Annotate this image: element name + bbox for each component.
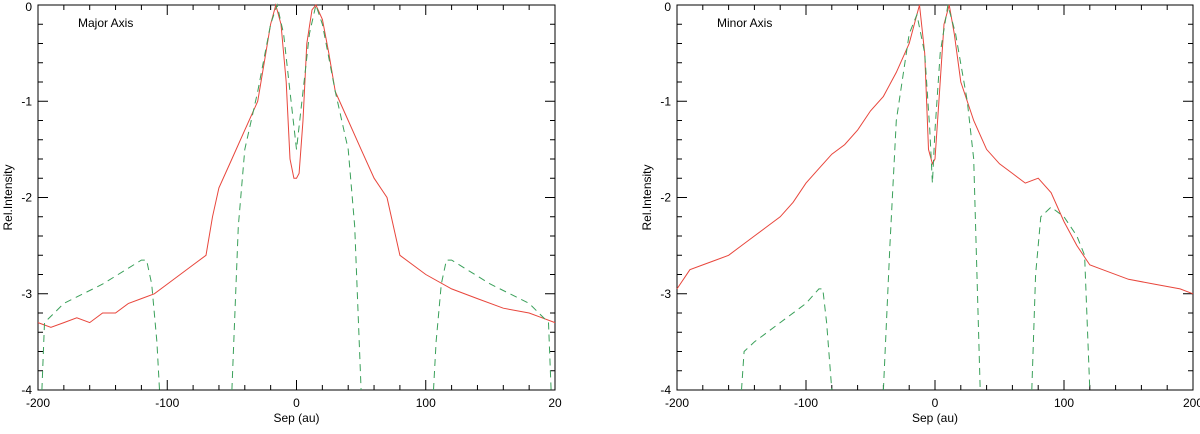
y-tick-label: -3: [21, 287, 32, 301]
plot-frame: [37, 4, 556, 391]
data-line: [741, 4, 1091, 391]
y-tick-label: 0: [25, 0, 32, 14]
plot-frame: [676, 4, 1194, 391]
x-tick-label: 200: [1183, 396, 1200, 410]
x-tick-label: -100: [155, 396, 179, 410]
y-axis-label: Rel.Intensity: [640, 164, 654, 230]
data-line: [37, 3, 556, 328]
y-axis-label: Rel.Intensity: [1, 164, 15, 230]
annotation: Major Axis: [78, 16, 133, 30]
y-tick-label: -2: [660, 191, 671, 205]
x-tick-label: 100: [416, 396, 436, 410]
annotation: Minor Axis: [717, 16, 772, 30]
y-tick-label: -4: [21, 383, 32, 397]
y-tick-label: -1: [660, 94, 671, 108]
y-tick-label: -3: [660, 287, 671, 301]
x-tick-label: -100: [794, 396, 818, 410]
x-tick-label: -200: [665, 396, 689, 410]
x-tick-label: 20: [548, 396, 562, 410]
data-line: [41, 3, 552, 391]
data-line: [676, 4, 1194, 295]
x-axis-label: Sep (au): [912, 411, 958, 425]
y-tick-label: -4: [660, 383, 671, 397]
x-tick-label: 100: [1054, 396, 1074, 410]
y-tick-label: -2: [21, 191, 32, 205]
y-tick-label: -1: [21, 94, 32, 108]
x-tick-label: 0: [932, 396, 939, 410]
x-axis-label: Sep (au): [273, 411, 319, 425]
x-tick-label: -200: [26, 396, 50, 410]
x-tick-label: 0: [293, 396, 300, 410]
y-tick-label: 0: [664, 0, 671, 14]
